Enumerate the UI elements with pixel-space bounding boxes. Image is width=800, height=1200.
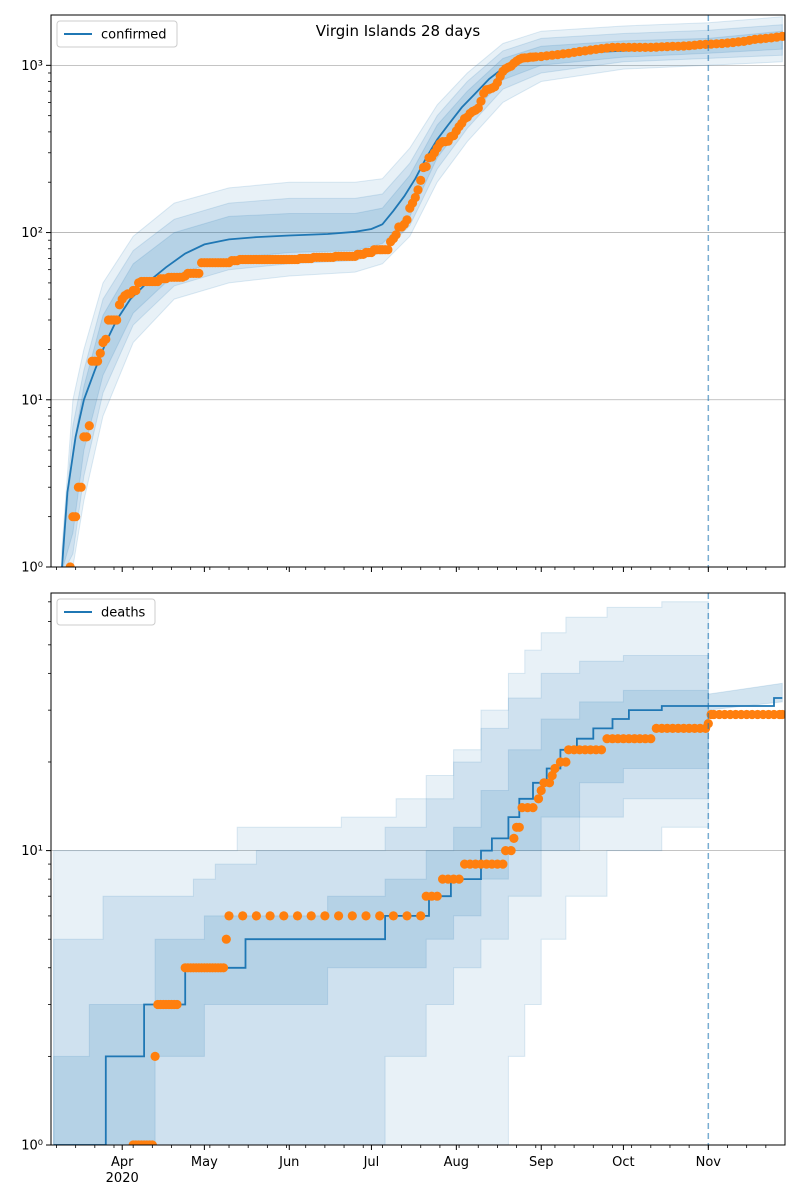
- deaths-observed-point: [509, 833, 519, 844]
- deaths-x-tick-label: May: [191, 1155, 218, 1170]
- deaths-uncertainty-band: [53, 601, 709, 1145]
- deaths-uncertainty-band: [53, 655, 709, 1145]
- deaths-observed-point: [432, 891, 442, 901]
- deaths-observed-point: [172, 999, 182, 1010]
- deaths-observed-point: [320, 911, 330, 921]
- deaths-observed-point: [561, 757, 571, 767]
- deaths-observed-point: [292, 911, 303, 921]
- deaths-observed-point: [279, 911, 289, 921]
- deaths-observed-point: [528, 803, 538, 813]
- confirmed-plot-frame: [50, 14, 786, 568]
- deaths-x-tick-label: Nov: [696, 1155, 722, 1170]
- confirmed-observed-point: [416, 175, 426, 185]
- deaths-model-lines: [53, 697, 783, 1145]
- deaths-observed-point: [777, 709, 785, 720]
- deaths-observed-point: [498, 859, 508, 869]
- deaths-observed-point: [224, 911, 234, 921]
- confirmed-observed-point: [131, 285, 141, 296]
- deaths-observed-point: [361, 911, 371, 921]
- deaths-y-tick-label: 10⁰: [21, 1139, 43, 1154]
- deaths-observed-point: [402, 911, 412, 921]
- confirmed-x-axis: [56, 567, 767, 572]
- confirmed-observed-point: [95, 348, 105, 358]
- confirmed-observed-point: [71, 512, 81, 522]
- deaths-observed-point: [238, 911, 248, 921]
- confirmed-uncertainty-band: [61, 24, 783, 567]
- deaths-observed-point: [514, 822, 524, 832]
- deaths-y-tick-label: 10¹: [21, 844, 43, 859]
- confirmed-observed-point: [413, 185, 423, 195]
- deaths-observed-point: [218, 963, 229, 973]
- deaths-model-line: [53, 697, 783, 1145]
- confirmed-observed-points: [65, 31, 785, 567]
- deaths-observed-point: [265, 911, 275, 921]
- deaths-observed-point: [251, 911, 261, 921]
- confirmed-y-tick-label: 10¹: [21, 393, 43, 408]
- confirmed-y-tick-label: 10⁰: [21, 561, 43, 576]
- chart-title: Virgin Islands 28 days: [316, 22, 481, 40]
- confirmed-observed-point: [383, 245, 393, 255]
- deaths-observed-point: [550, 763, 560, 774]
- deaths-observed-point: [596, 745, 607, 755]
- confirmed-y-tick-label: 10³: [21, 59, 43, 74]
- confirmed-observed-point: [65, 562, 75, 567]
- confirmed-observed-point: [410, 192, 420, 203]
- deaths-legend-box: [56, 598, 156, 626]
- confirmed-observed-point: [76, 482, 86, 492]
- confirmed-observed-point: [101, 334, 111, 344]
- confirmed-observed-point: [473, 103, 483, 113]
- confirmed-y-axis: 10⁰ 10¹ 10² 10³: [21, 59, 51, 576]
- confirmed-observed-point: [402, 215, 412, 225]
- confirmed-observed-point: [194, 268, 204, 278]
- confirmed-observed-point: [112, 315, 122, 325]
- deaths-x-tick-label: Jul: [363, 1155, 380, 1170]
- deaths-observed-point: [334, 911, 344, 921]
- confirmed-observed-point: [777, 31, 785, 41]
- confirmed-observed-point: [82, 432, 92, 442]
- deaths-observed-point: [306, 911, 316, 921]
- deaths-observed-point: [454, 874, 464, 884]
- deaths-observed-point: [347, 911, 357, 921]
- confirmed-legend: confirmed: [56, 20, 178, 48]
- deaths-observed-point: [547, 770, 557, 781]
- deaths-plot-frame: [50, 592, 786, 1146]
- deaths-observed-point: [388, 911, 398, 921]
- deaths-observed-point: [544, 778, 555, 788]
- deaths-x-tick-label: Aug: [444, 1155, 469, 1170]
- deaths-x-tick-label: Apr: [111, 1155, 134, 1170]
- deaths-observed-point: [506, 846, 516, 856]
- confirmed-panel: 10⁰ 10¹ 10² 10³ Virgin Islands 28 days conf…: [21, 14, 786, 576]
- confirmed-uncertainty-band: [61, 16, 783, 567]
- deaths-observed-point: [150, 1051, 160, 1061]
- deaths-legend: deaths: [56, 598, 156, 626]
- deaths-observed-points: [128, 709, 785, 1145]
- deaths-x-tick-label: Sep: [529, 1155, 554, 1170]
- deaths-y-axis: 10⁰ 10¹: [21, 601, 51, 1154]
- confirmed-observed-point: [421, 162, 431, 172]
- confirmed-y-tick-label: 10²: [21, 226, 43, 241]
- deaths-observed-point: [533, 794, 544, 804]
- deaths-observed-point: [221, 934, 231, 944]
- deaths-observed-point: [147, 1140, 157, 1145]
- deaths-x-tick-label: Oct: [612, 1155, 634, 1170]
- deaths-observed-point: [375, 911, 385, 921]
- deaths-x-tick-label: Jun: [278, 1155, 299, 1170]
- confirmed-observed-point: [93, 356, 103, 366]
- deaths-observed-point: [536, 785, 546, 796]
- deaths-legend-label: deaths: [101, 606, 146, 621]
- deaths-observed-point: [646, 734, 656, 744]
- confirmed-legend-label: confirmed: [101, 28, 167, 43]
- confirmed-observed-point: [476, 96, 486, 106]
- deaths-x-tick-sublabel: 2020: [106, 1171, 139, 1186]
- confirmed-legend-box: [56, 20, 178, 48]
- deaths-observed-point: [416, 911, 426, 921]
- confirmed-observed-point: [84, 421, 94, 431]
- confirmed-observed-point: [391, 230, 401, 240]
